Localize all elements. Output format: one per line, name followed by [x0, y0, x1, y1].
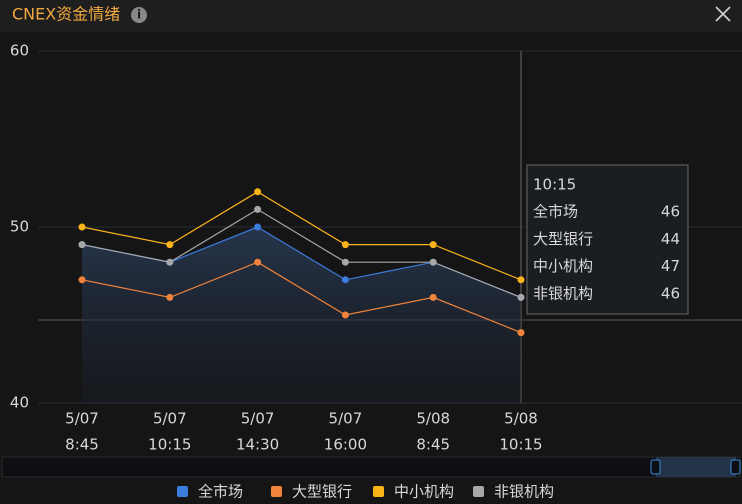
x-tick-label: 8:45 [65, 436, 99, 454]
info-icon[interactable] [131, 7, 147, 23]
legend-swatch [373, 486, 384, 497]
legend-swatch [177, 486, 188, 497]
chart-title: CNEX资金情绪 [12, 5, 120, 24]
point [429, 241, 437, 249]
legend-label: 非银机构 [494, 483, 554, 501]
point [78, 223, 86, 231]
tooltip-title: 10:15 [533, 176, 576, 194]
legend-swatch [473, 486, 484, 497]
line [81, 261, 522, 334]
point [517, 293, 525, 301]
point [166, 293, 174, 301]
point [517, 329, 525, 337]
y-tick-label: 40 [10, 394, 29, 412]
tooltip-name: 非银机构 [533, 284, 593, 302]
tooltip-value: 47 [661, 257, 680, 275]
zoom-handle[interactable] [730, 459, 741, 475]
close-button[interactable] [715, 6, 731, 22]
point [517, 276, 525, 284]
x-tick-label: 5/07 [241, 410, 275, 428]
x-tick-label: 5/07 [329, 410, 363, 428]
tooltip-name: 中小机构 [533, 257, 593, 275]
info-glyph: i [137, 8, 141, 22]
tooltip-value: 44 [661, 230, 680, 248]
x-tick-label: 8:45 [416, 436, 450, 454]
tooltip [526, 164, 689, 315]
point [341, 311, 349, 319]
line [81, 208, 522, 298]
point [341, 258, 349, 266]
point [78, 276, 86, 284]
x-tick-label: 16:00 [324, 436, 367, 454]
x-tick-label: 5/08 [416, 410, 450, 428]
point [341, 276, 349, 284]
x-tick-label: 14:30 [236, 436, 279, 454]
line [81, 191, 522, 281]
point [166, 241, 174, 249]
tooltip-value: 46 [661, 284, 680, 302]
point [341, 241, 349, 249]
legend-swatch [271, 486, 282, 497]
point [166, 258, 174, 266]
x-tick-label: 5/07 [65, 410, 99, 428]
point [429, 293, 437, 301]
legend-label: 中小机构 [394, 483, 454, 501]
area [82, 227, 521, 403]
x-tick-label: 5/08 [504, 410, 538, 428]
x-tick-label: 5/07 [153, 410, 187, 428]
point [429, 258, 437, 266]
zoom-handle[interactable] [650, 459, 661, 475]
tooltip-name: 全市场 [533, 203, 578, 221]
x-tick-label: 10:15 [148, 436, 191, 454]
legend-label: 大型银行 [292, 483, 352, 501]
point [254, 258, 262, 266]
point [254, 223, 262, 231]
zoom-window[interactable] [656, 457, 736, 477]
tooltip-value: 46 [661, 203, 680, 221]
legend-label: 全市场 [198, 483, 243, 501]
point [78, 241, 86, 249]
header [0, 0, 742, 32]
y-tick-label: 50 [10, 218, 29, 236]
point [254, 188, 262, 196]
tooltip-name: 大型银行 [533, 230, 593, 248]
point [254, 205, 262, 213]
x-tick-label: 10:15 [499, 436, 542, 454]
y-tick-label: 60 [10, 42, 29, 60]
zoom-slider[interactable] [1, 456, 741, 478]
